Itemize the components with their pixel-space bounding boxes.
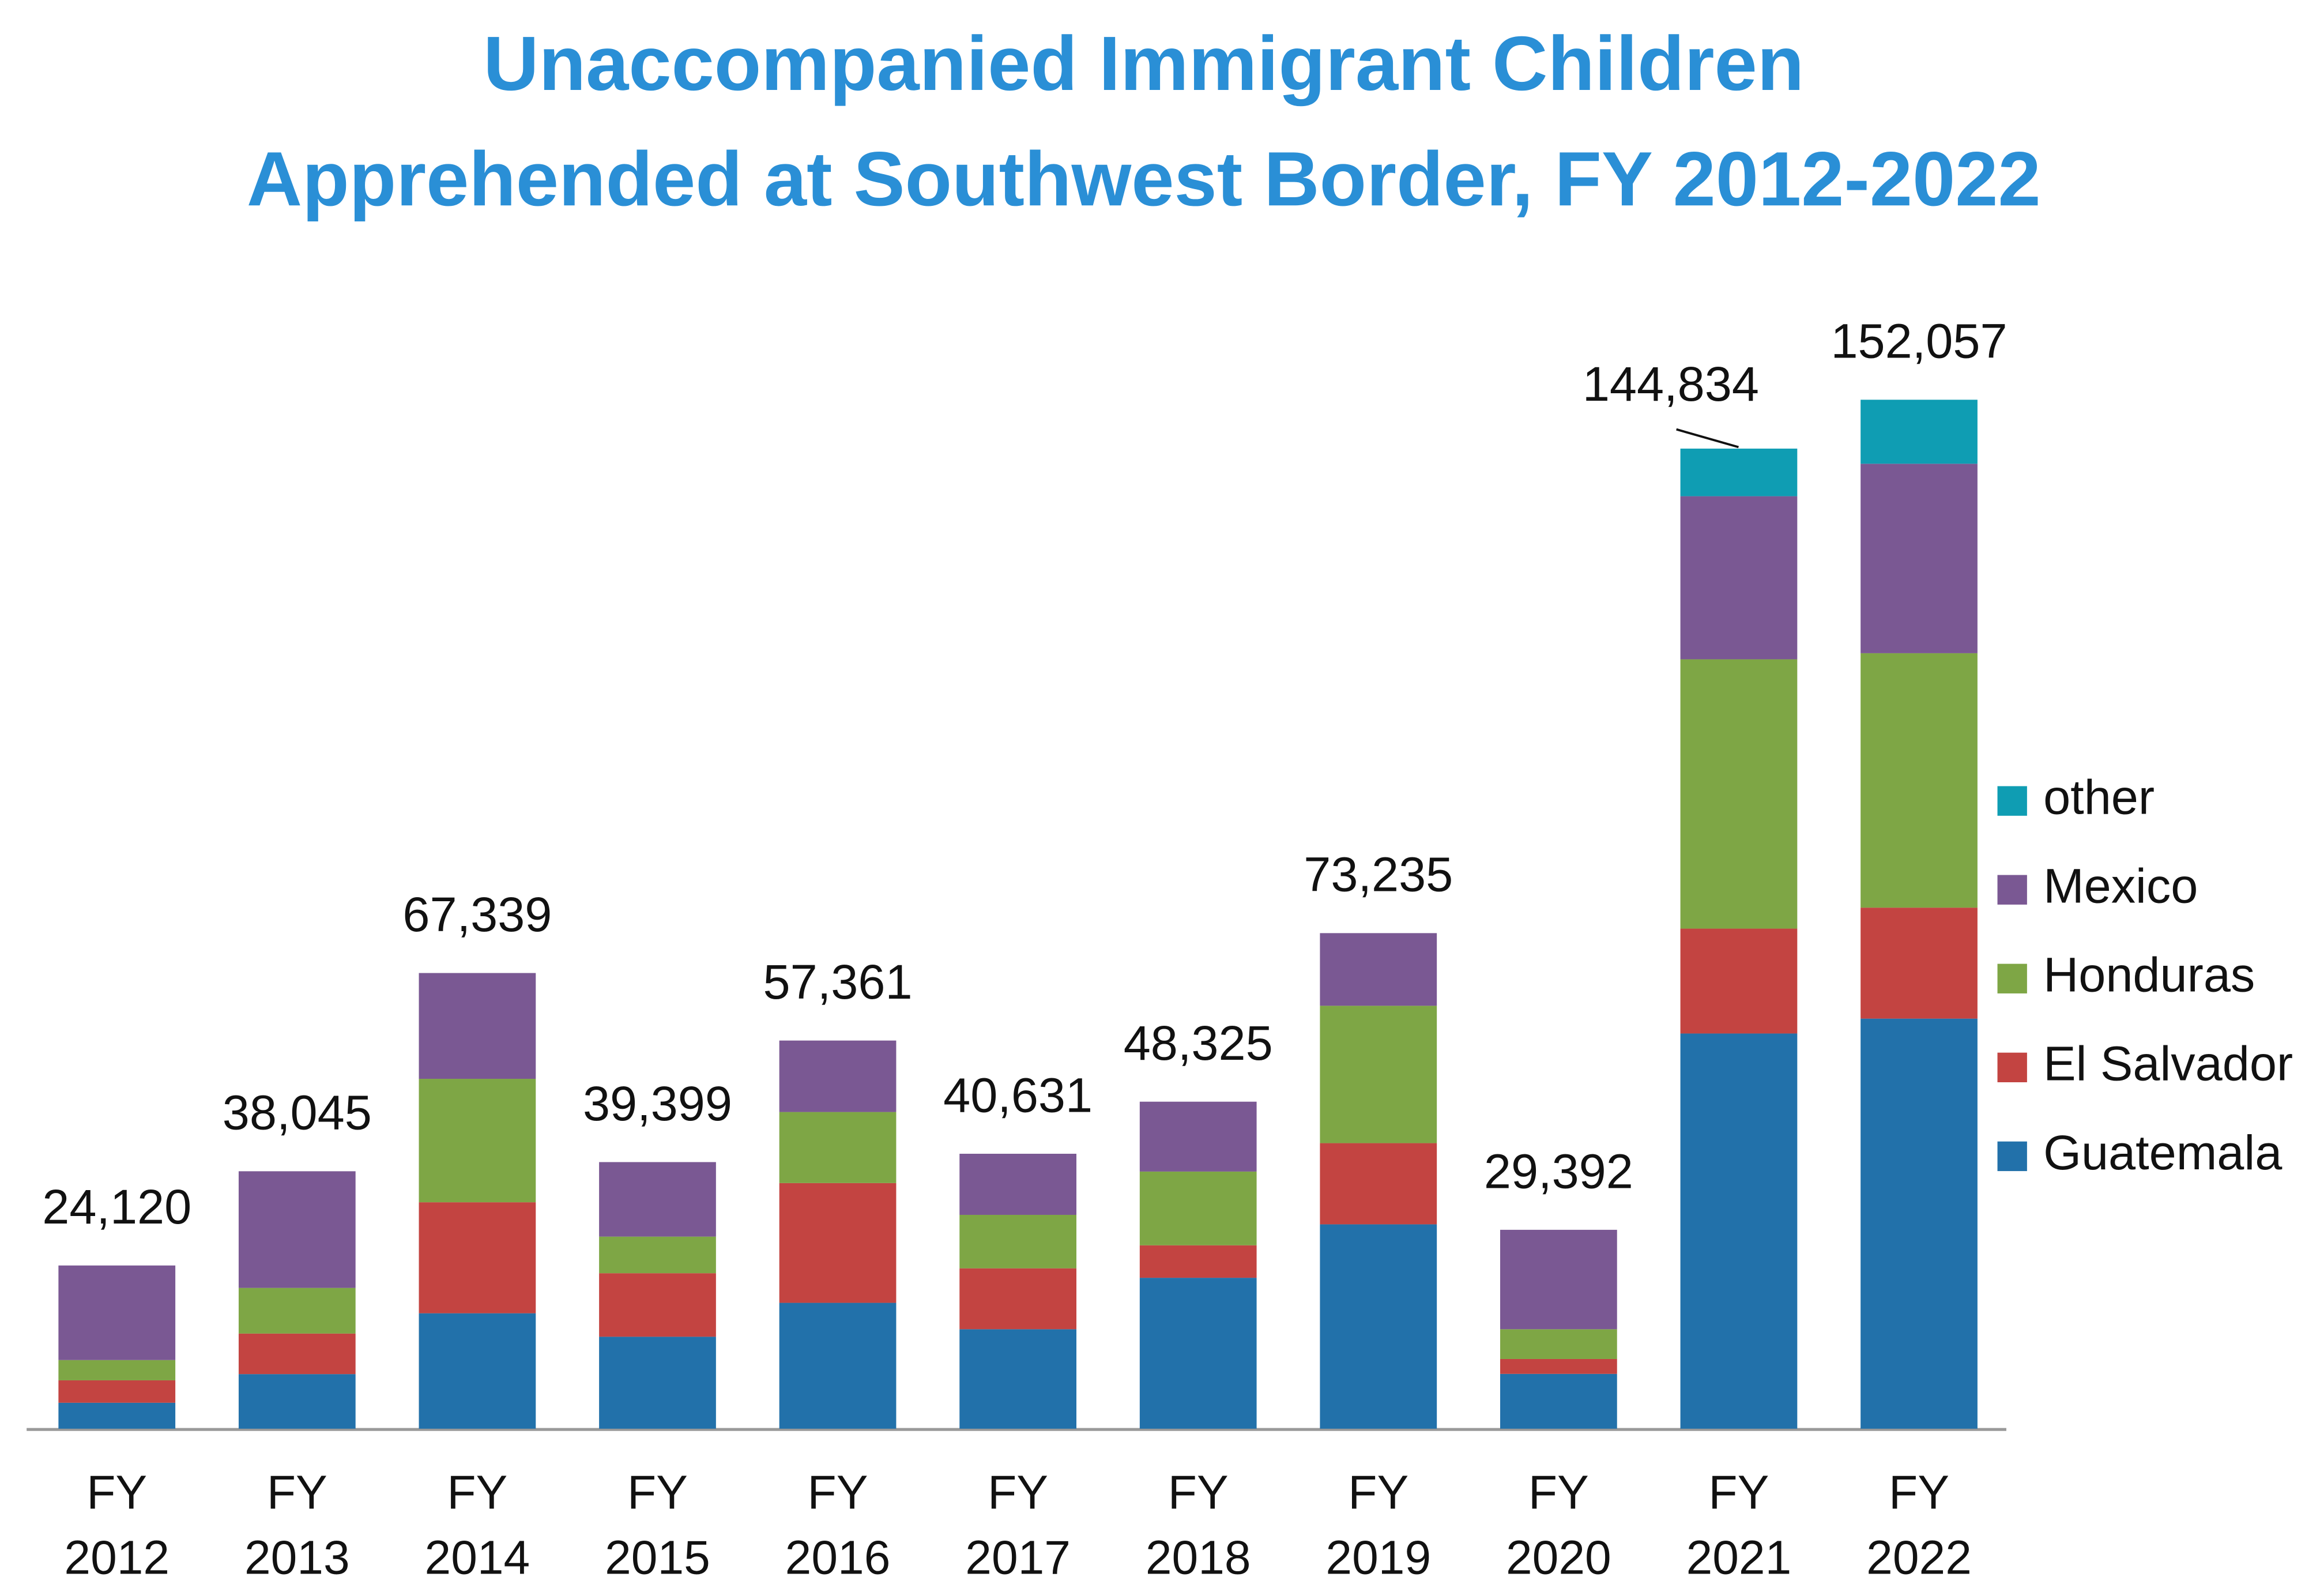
total-label: 67,339 <box>402 887 552 942</box>
bar-segment <box>959 1329 1077 1429</box>
x-tick-label: FY 2013 <box>244 1466 350 1584</box>
total-label: 24,120 <box>42 1179 191 1234</box>
x-tick-label: FY 2016 <box>785 1466 891 1584</box>
x-tick-label: FY 2021 <box>1686 1466 1792 1584</box>
x-tick-label: FY 2018 <box>1145 1466 1251 1584</box>
bar-segment <box>1680 496 1798 660</box>
bar-segment <box>238 1171 356 1288</box>
bar-segment <box>58 1360 176 1380</box>
x-tick-label-box: FY 2013 <box>244 1466 350 1584</box>
bar-segment <box>1320 1143 1437 1225</box>
bar-segment <box>1500 1329 1617 1359</box>
total-label: 40,631 <box>943 1067 1093 1122</box>
x-tick-label-box: FY 2012 <box>64 1466 170 1584</box>
legend-label: Guatemala <box>2043 1125 2283 1180</box>
legend-label: other <box>2043 769 2155 824</box>
total-label: 48,325 <box>1124 1015 1273 1070</box>
bar-segment <box>238 1333 356 1375</box>
bar-segment <box>58 1380 176 1403</box>
bar-segment <box>599 1273 716 1337</box>
chart-title: Unaccompanied Immigrant Children <box>483 21 1804 107</box>
chart-subtitle: Apprehended at Southwest Border, FY 2012… <box>247 136 2041 222</box>
bar-segment <box>1680 1033 1798 1429</box>
x-tick-label: FY 2022 <box>1866 1466 1972 1584</box>
total-label: 57,361 <box>763 954 913 1009</box>
x-tick-label: FY 2019 <box>1325 1466 1432 1584</box>
total-label: 38,045 <box>223 1085 372 1140</box>
bar-segment <box>779 1040 897 1112</box>
bar-segment <box>238 1374 356 1429</box>
x-tick-label: FY 2012 <box>64 1466 170 1584</box>
total-label: 73,235 <box>1304 847 1453 902</box>
total-label: 39,399 <box>583 1076 732 1131</box>
bar-segment <box>959 1268 1077 1330</box>
bar-segment <box>238 1288 356 1334</box>
bar-segment <box>1680 928 1798 1034</box>
total-label: 29,392 <box>1484 1143 1633 1198</box>
x-tick-label-box: FY 2017 <box>965 1466 1071 1584</box>
x-tick-label: FY 2020 <box>1505 1466 1611 1584</box>
legend-swatch <box>1997 786 2027 816</box>
bar-segment <box>1139 1278 1257 1429</box>
bar-segment <box>1860 1018 1978 1429</box>
bar-segment <box>779 1183 897 1303</box>
bar-segment <box>1320 1006 1437 1143</box>
legend-swatch <box>1997 963 2027 993</box>
bar-segment <box>779 1303 897 1429</box>
bar-segment <box>1500 1373 1617 1429</box>
bar-segment <box>1860 400 1978 464</box>
x-tick-label-box: FY 2019 <box>1325 1466 1432 1584</box>
bar-segment <box>419 1079 536 1203</box>
bar-segment <box>1680 449 1798 496</box>
bar-segment <box>1860 464 1978 653</box>
bar-segment <box>959 1214 1077 1268</box>
bar-segment <box>599 1236 716 1274</box>
x-tick-label: FY 2014 <box>424 1466 530 1584</box>
x-tick-label-box: FY 2014 <box>424 1466 530 1584</box>
bar-segment <box>779 1112 897 1183</box>
bar-segment <box>419 1202 536 1313</box>
bar-segment <box>1320 1224 1437 1429</box>
legend-label: Honduras <box>2043 947 2255 1002</box>
x-tick-label: FY 2017 <box>965 1466 1071 1584</box>
bar-segment <box>419 1313 536 1429</box>
bar-segment <box>599 1337 716 1429</box>
x-tick-label-box: FY 2021 <box>1686 1466 1792 1584</box>
legend-swatch <box>1997 1141 2027 1172</box>
leader-line <box>1676 428 1739 449</box>
bar-segment <box>58 1402 176 1429</box>
bar-segment <box>1139 1171 1257 1245</box>
bar-segment <box>1860 908 1978 1019</box>
bar-segment <box>1320 933 1437 1006</box>
bar-segment <box>1139 1245 1257 1278</box>
legend-swatch <box>1997 875 2027 905</box>
legend-swatch <box>1997 1052 2027 1083</box>
x-tick-label-box: FY 2018 <box>1145 1466 1251 1584</box>
bar-segment <box>58 1265 176 1360</box>
bar-segment <box>1139 1101 1257 1172</box>
bar-segment <box>599 1162 716 1237</box>
x-tick-label-box: FY 2022 <box>1866 1466 1972 1584</box>
x-tick-label: FY 2015 <box>605 1466 710 1584</box>
bar-segment <box>1500 1229 1617 1330</box>
bar-segment <box>419 973 536 1079</box>
total-label: 144,834 <box>1583 356 1759 411</box>
x-tick-label-box: FY 2016 <box>785 1466 891 1584</box>
total-label: 152,057 <box>1831 314 2007 368</box>
legend-label: El Salvador <box>2043 1036 2293 1091</box>
bar-segment <box>1680 659 1798 929</box>
legend-label: Mexico <box>2043 859 2198 913</box>
x-tick-label-box: FY 2020 <box>1505 1466 1611 1584</box>
bar-segment <box>1500 1358 1617 1374</box>
x-tick-label-box: FY 2015 <box>605 1466 710 1584</box>
bar-segment <box>959 1153 1077 1215</box>
bar-segment <box>1860 653 1978 908</box>
